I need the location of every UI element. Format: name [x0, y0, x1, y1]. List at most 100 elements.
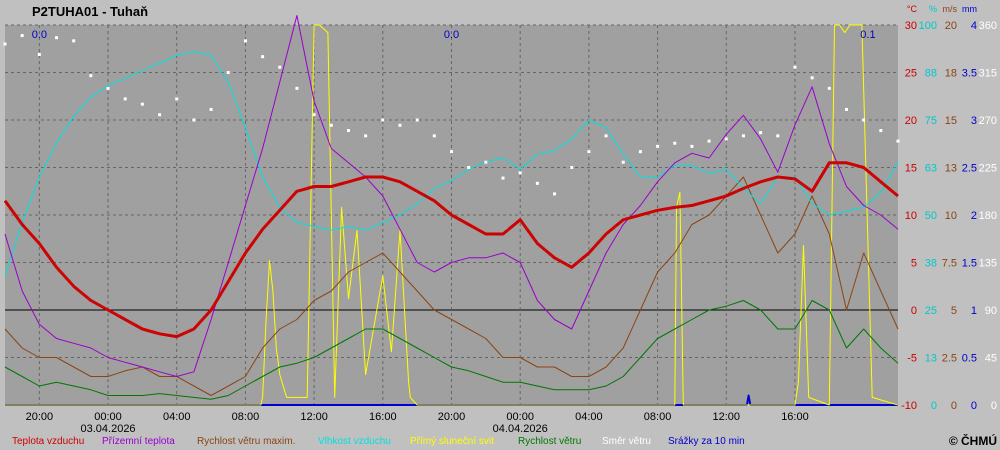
wind-direction-point: [759, 131, 763, 135]
wind-direction-point: [364, 134, 368, 138]
wind-direction-point: [261, 55, 265, 59]
y-tick-label: 18: [945, 68, 957, 80]
axis-unit-label: °C: [907, 4, 918, 14]
wind-direction-point: [862, 118, 866, 122]
wind-direction-point: [587, 150, 591, 154]
wind-direction-point: [621, 160, 625, 164]
series-line: [4, 51, 899, 276]
y-tick-label: 100: [919, 20, 937, 32]
y-tick-label: 270: [979, 115, 997, 127]
y-tick-label: 13: [925, 353, 937, 365]
wind-direction-point: [3, 42, 7, 46]
wind-direction-point: [175, 97, 179, 101]
legend: Teplota vzduchu Přízemní teplota Rychlost …: [12, 436, 745, 447]
wind-direction-point: [707, 139, 711, 143]
y-tick-label: 3: [971, 115, 977, 127]
wind-direction-point: [415, 118, 419, 122]
x-tick-label: 16:00: [781, 411, 809, 423]
wind-direction-point: [879, 129, 883, 133]
y-tick-label: 25: [905, 68, 917, 80]
wind-direction-point: [346, 129, 350, 133]
y-tick-label: 13: [945, 163, 957, 175]
y-tick-label: 135: [979, 258, 997, 270]
legend-item: Přímý sluneční svit: [410, 436, 494, 447]
wind-direction-point: [158, 113, 162, 117]
wind-direction-point: [553, 192, 557, 196]
wind-direction-point: [295, 86, 299, 90]
y-tick-label: 0: [971, 400, 977, 412]
y-tick-label: 3.5: [962, 68, 977, 80]
x-tick-label: 04:00: [163, 411, 191, 423]
wind-direction-point: [72, 39, 76, 43]
axis-unit-label: mm: [962, 4, 977, 14]
y-tick-label: 4: [971, 20, 977, 32]
series-line: [3, 161, 899, 339]
wind-direction-point: [140, 102, 144, 106]
y-tick-label: 7.5: [942, 258, 957, 270]
wind-direction-point: [604, 134, 608, 138]
y-tick-label: 0: [951, 400, 957, 412]
y-tick-label: 315: [979, 68, 997, 80]
wind-direction-point: [673, 141, 677, 145]
y-tick-label: 15: [945, 115, 957, 127]
y-tick-label: 75: [925, 115, 937, 127]
series-line: [4, 176, 899, 396]
wind-direction-point: [793, 65, 797, 69]
y-tick-label: 90: [985, 305, 997, 317]
x-tick-label: 12:00: [713, 411, 741, 423]
y-tick-label: -5: [907, 353, 917, 365]
y-tick-label: 50: [925, 210, 937, 222]
y-tick-label: 88: [925, 68, 937, 80]
precip-total-label: 0.1: [860, 29, 875, 41]
wind-direction-point: [844, 107, 848, 111]
chart-title: P2TUHA01 - Tuhaň: [32, 4, 148, 19]
legend-item: Teplota vzduchu: [12, 436, 84, 447]
wind-direction-point: [312, 113, 316, 117]
y-tick-label: 1: [971, 305, 977, 317]
wind-direction-point: [501, 176, 505, 180]
wind-direction-point: [896, 139, 900, 143]
wind-direction-point: [209, 107, 213, 111]
wind-direction-point: [827, 86, 831, 90]
wind-direction-point: [467, 166, 471, 169]
wind-direction-point: [776, 134, 780, 138]
x-date-label: 03.04.2026: [81, 423, 136, 435]
series-line: [4, 15, 899, 377]
y-tick-label: 1.5: [962, 258, 977, 270]
wind-direction-point: [106, 86, 110, 90]
y-tick-label: 25: [925, 305, 937, 317]
wind-direction-point: [243, 39, 247, 43]
y-tick-label: 15: [905, 163, 917, 175]
y-tick-label: 10: [905, 210, 917, 222]
x-date-label: 04.04.2026: [493, 423, 548, 435]
y-tick-label: 2.5: [942, 353, 957, 365]
wind-direction-point: [226, 71, 230, 74]
y-tick-label: 20: [945, 20, 957, 32]
y-tick-label: 0: [911, 305, 917, 317]
y-tick-label: 63: [925, 163, 937, 175]
axis-unit-label: m/s: [943, 4, 958, 14]
y-tick-label: 2: [971, 210, 977, 222]
wind-direction-point: [192, 118, 196, 122]
legend-item: Vlhkost vzduchu: [318, 436, 391, 447]
legend-item: Srážky za 10 min: [668, 436, 745, 447]
wind-direction-point: [432, 134, 436, 138]
wind-direction-point: [450, 150, 453, 154]
wind-direction-point: [484, 160, 488, 164]
wind-direction-point: [37, 53, 41, 57]
x-tick-label: 08:00: [232, 411, 260, 423]
wind-direction-point: [329, 123, 333, 127]
wind-direction-point: [55, 36, 59, 40]
wind-direction-point: [89, 74, 93, 78]
y-tick-label: 180: [979, 210, 997, 222]
wind-direction-point: [656, 144, 660, 148]
axis-unit-label: %: [929, 4, 937, 14]
x-tick-label: 20:00: [438, 411, 466, 423]
precip-total-label: 0.0: [444, 29, 459, 41]
series-line: [5, 24, 899, 406]
x-tick-label: 04:00: [575, 411, 603, 423]
x-tick-label: 12:00: [300, 411, 328, 423]
wind-direction-point: [741, 134, 745, 138]
y-tick-label: 360: [979, 20, 997, 32]
